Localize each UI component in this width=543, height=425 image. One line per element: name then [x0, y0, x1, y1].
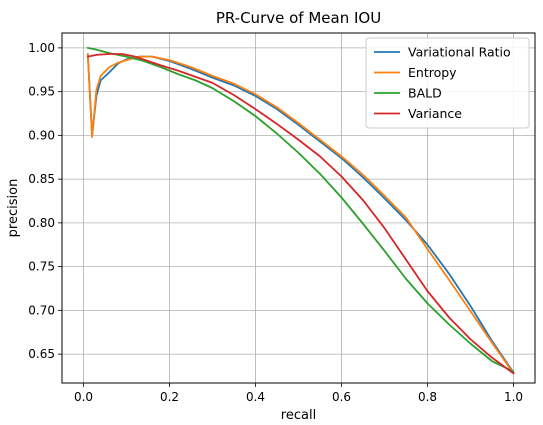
- tick-layer: 0.0 0.2 0.4 0.6 0.8 1.0 0.65 0.70 0.75 0.80 0.85 0.…: [28, 41, 523, 404]
- x-axis-label: recall: [281, 408, 316, 423]
- y-tick-label: 0.70: [28, 303, 55, 317]
- legend-label-entropy: Entropy: [408, 65, 457, 80]
- series-line-variance: [86, 53, 515, 375]
- legend: Variational Ratio Entropy BALD Variance: [365, 37, 530, 129]
- y-axis-label: precision: [6, 179, 21, 238]
- legend-label-bald: BALD: [408, 86, 442, 101]
- plot-lines: [86, 46, 515, 375]
- series-line-bald: [86, 46, 515, 373]
- plot-frame: [61, 32, 536, 384]
- x-tick-label: 0.2: [160, 390, 179, 404]
- y-tick-label: 0.75: [28, 260, 55, 274]
- series-line-variational-ratio: [86, 53, 515, 374]
- y-tick-label: 0.90: [28, 128, 55, 142]
- x-tick-label: 0.0: [74, 390, 93, 404]
- x-tick-label: 0.6: [332, 390, 351, 404]
- y-tick-label: 0.80: [28, 216, 55, 230]
- chart-title: PR-Curve of Mean IOU: [216, 9, 381, 27]
- series-line-entropy: [86, 53, 515, 375]
- y-tick-label: 0.95: [28, 85, 55, 99]
- x-tick-label: 0.8: [418, 390, 437, 404]
- x-tick-label: 1.0: [504, 390, 523, 404]
- y-tick-label: 0.85: [28, 172, 55, 186]
- y-tick-label: 1.00: [28, 41, 55, 55]
- x-tick-label: 0.4: [246, 390, 265, 404]
- legend-box: [365, 37, 530, 129]
- y-tick-label: 0.65: [28, 347, 55, 361]
- legend-label-variational-ratio: Variational Ratio: [408, 45, 511, 60]
- legend-label-variance: Variance: [408, 106, 462, 121]
